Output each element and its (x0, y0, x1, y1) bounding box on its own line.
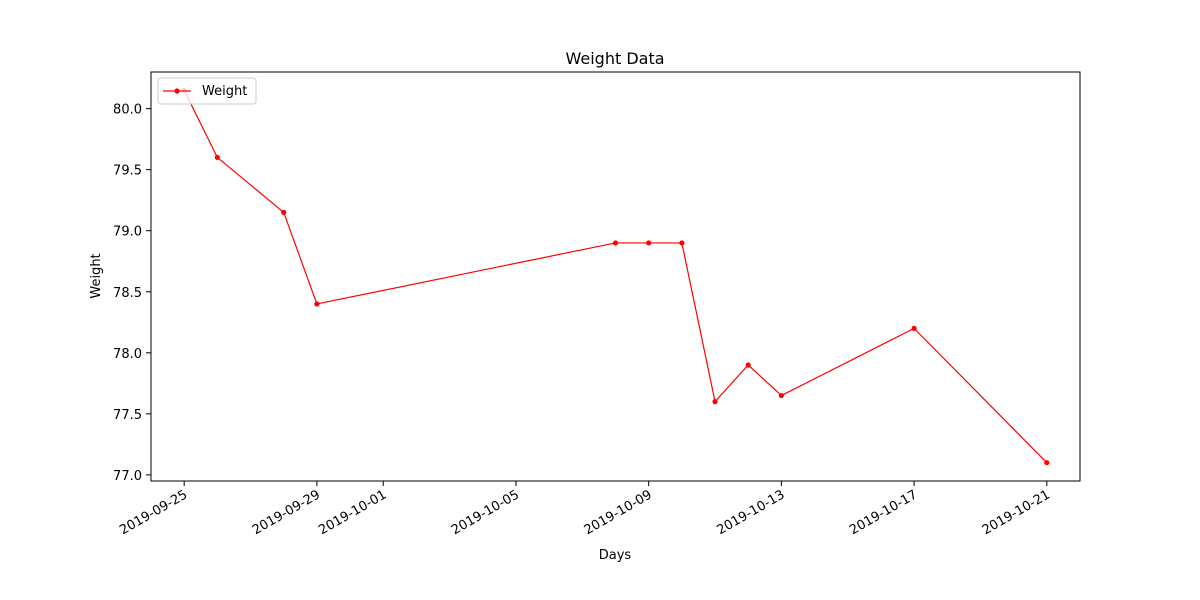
legend-box (157, 77, 257, 105)
x-tick-label: 2019-10-17 (847, 487, 920, 538)
x-axis-label: Days (599, 548, 632, 563)
chart-title: Weight Data (565, 49, 664, 68)
data-point (778, 392, 784, 399)
data-point (745, 362, 751, 368)
y-tick-label: 77.0 (113, 469, 142, 484)
data-point (911, 325, 917, 331)
data-point (1044, 460, 1050, 466)
x-tick-label: 2019-10-13 (714, 487, 787, 538)
data-point (679, 240, 685, 246)
y-tick-label: 77.5 (113, 408, 142, 423)
legend-marker (174, 88, 180, 94)
y-tick-label: 78.0 (113, 347, 142, 362)
data-point (214, 154, 220, 161)
x-tick-label: 2019-10-01 (316, 487, 389, 538)
y-tick-label: 79.0 (113, 225, 142, 240)
data-point (646, 240, 652, 246)
series-line (183, 90, 1048, 464)
y-tick-label: 79.5 (113, 164, 142, 179)
data-point (281, 209, 287, 215)
y-axis-label: Weight (89, 253, 104, 298)
x-tick-label: 2019-09-29 (250, 487, 323, 538)
legend-label: Weight (202, 84, 247, 99)
x-tick-label: 2019-09-25 (117, 487, 190, 538)
data-point (712, 399, 718, 405)
x-tick-label: 2019-10-09 (582, 487, 655, 538)
x-tick-label: 2019-10-21 (980, 487, 1053, 538)
data-point (314, 301, 320, 307)
x-tick-label: 2019-10-05 (449, 487, 522, 538)
y-tick-label: 80.0 (113, 103, 142, 118)
plot-frame (150, 71, 1081, 482)
y-tick-label: 78.5 (113, 286, 142, 301)
data-point (612, 240, 619, 246)
legend: Weight (157, 77, 257, 105)
